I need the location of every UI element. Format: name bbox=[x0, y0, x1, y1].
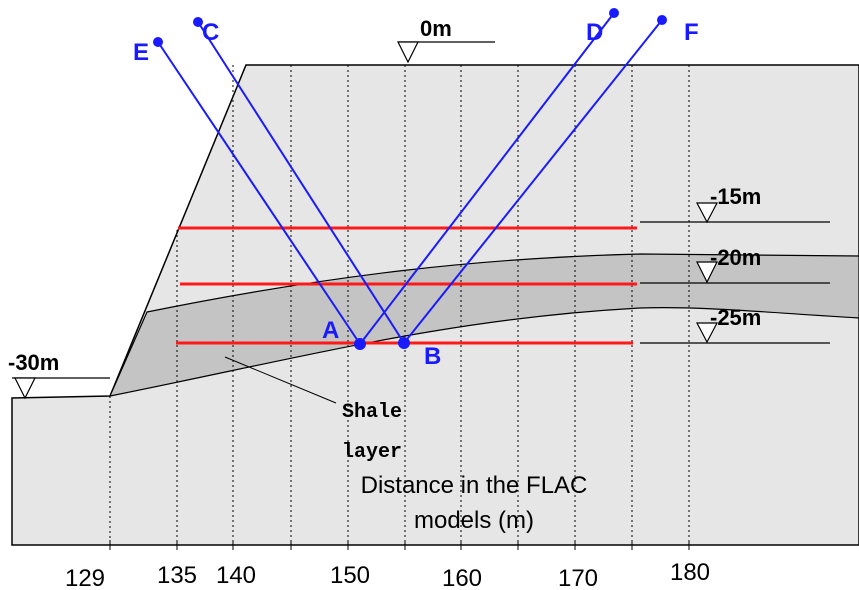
x-label: 180 bbox=[670, 559, 710, 586]
point-label: D bbox=[586, 19, 603, 46]
level-label: -20m bbox=[710, 245, 761, 270]
ticks bbox=[109, 540, 690, 550]
shale-label: layer bbox=[342, 441, 402, 464]
axis-title: Distance in the FLAC bbox=[361, 472, 588, 499]
point-label: C bbox=[202, 19, 219, 46]
level-label: 0m bbox=[420, 16, 452, 41]
point-label: F bbox=[684, 19, 699, 46]
x-label: 140 bbox=[216, 562, 256, 589]
level-markers bbox=[12, 41, 830, 400]
shale-label: Shale bbox=[342, 401, 402, 424]
point-label: B bbox=[424, 343, 441, 370]
axis-title: models (m) bbox=[414, 507, 534, 534]
level-label: -15m bbox=[710, 184, 761, 209]
leader-line bbox=[224, 356, 337, 404]
x-label: 170 bbox=[558, 565, 598, 590]
x-label: 129 bbox=[65, 565, 105, 590]
level-label: -25m bbox=[710, 305, 761, 330]
x-label: 135 bbox=[157, 562, 197, 589]
level-label: -30m bbox=[8, 350, 59, 375]
x-label: 150 bbox=[330, 562, 370, 589]
grid-lines bbox=[109, 65, 690, 545]
rays bbox=[153, 8, 667, 350]
x-label: 160 bbox=[442, 565, 482, 590]
point-label: A bbox=[322, 317, 339, 344]
point-label: E bbox=[133, 39, 149, 66]
shale-layer bbox=[108, 253, 859, 397]
